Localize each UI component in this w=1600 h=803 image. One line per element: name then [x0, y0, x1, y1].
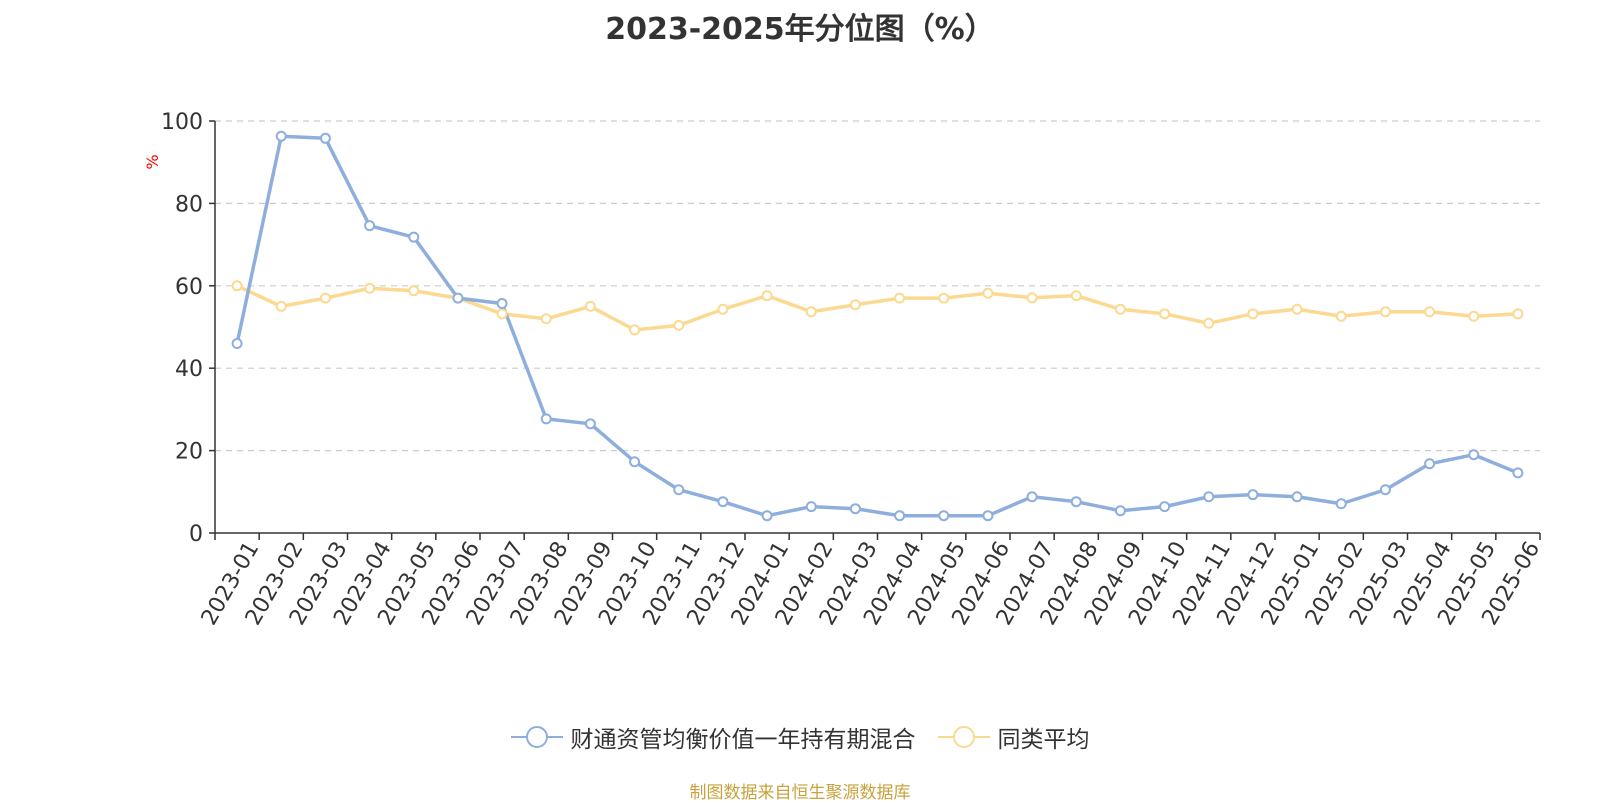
data-point[interactable]: [540, 313, 552, 325]
data-point[interactable]: [1026, 491, 1038, 503]
data-point[interactable]: [1159, 308, 1171, 320]
data-point[interactable]: [1379, 306, 1391, 318]
legend-marker-peer-average: [937, 726, 990, 748]
data-point[interactable]: [452, 292, 464, 304]
y-tick-label: 40: [175, 357, 203, 382]
data-point[interactable]: [849, 503, 861, 515]
data-point[interactable]: [1424, 458, 1436, 470]
data-point[interactable]: [761, 290, 773, 302]
data-point[interactable]: [1203, 317, 1215, 329]
data-point[interactable]: [673, 484, 685, 496]
data-point[interactable]: [1335, 498, 1347, 510]
y-tick-label: 0: [189, 522, 203, 547]
legend: 财通资管均衡价值一年持有期混合 同类平均: [0, 720, 1600, 754]
series-line: [235, 134, 1519, 518]
data-point[interactable]: [1026, 292, 1038, 304]
series-lines: [231, 130, 1524, 522]
legend-item-peer-average[interactable]: 同类平均: [937, 720, 1090, 754]
data-point[interactable]: [1335, 310, 1347, 322]
data-point[interactable]: [408, 285, 420, 297]
data-point[interactable]: [319, 292, 331, 304]
data-point[interactable]: [1247, 308, 1259, 320]
data-point[interactable]: [629, 324, 641, 336]
data-point[interactable]: [894, 510, 906, 522]
data-point[interactable]: [1159, 501, 1171, 513]
data-point[interactable]: [805, 306, 817, 318]
legend-label-fund: 财通资管均衡价值一年持有期混合: [570, 727, 916, 753]
data-point[interactable]: [540, 413, 552, 425]
chart-title: 2023-2025年分位图（%）: [605, 12, 995, 47]
data-point[interactable]: [629, 456, 641, 468]
data-point[interactable]: [231, 337, 243, 349]
data-point[interactable]: [231, 280, 243, 292]
data-point[interactable]: [1291, 303, 1303, 315]
data-point[interactable]: [496, 298, 508, 310]
y-tick-label: 20: [175, 440, 203, 465]
y-tick-label: 80: [175, 192, 203, 217]
data-point[interactable]: [1203, 491, 1215, 503]
data-point[interactable]: [849, 299, 861, 311]
data-point[interactable]: [1114, 505, 1126, 517]
series-line: [236, 284, 1519, 332]
data-point[interactable]: [319, 132, 331, 144]
data-point[interactable]: [496, 308, 508, 320]
y-tick-label: 60: [175, 275, 203, 300]
data-point[interactable]: [982, 287, 994, 299]
axes: 0204060801002023-012023-022023-032023-04…: [161, 110, 1545, 630]
legend-label-peer-average: 同类平均: [997, 727, 1090, 753]
data-point[interactable]: [673, 319, 685, 331]
data-point[interactable]: [1247, 489, 1259, 501]
data-point[interactable]: [761, 510, 773, 522]
source-note: 制图数据来自恒生聚源数据库: [689, 783, 911, 803]
y-axis-label: %: [143, 154, 162, 169]
data-point[interactable]: [275, 130, 287, 142]
data-point[interactable]: [275, 300, 287, 312]
data-point[interactable]: [894, 292, 906, 304]
data-point[interactable]: [364, 282, 376, 294]
data-point[interactable]: [408, 231, 420, 243]
data-point[interactable]: [938, 510, 950, 522]
data-point[interactable]: [1512, 308, 1524, 320]
data-point[interactable]: [584, 300, 596, 312]
data-point[interactable]: [1379, 484, 1391, 496]
data-point[interactable]: [1291, 491, 1303, 503]
grid-lines: [215, 120, 1540, 452]
data-point[interactable]: [1468, 449, 1480, 461]
y-tick-label: 100: [161, 110, 203, 135]
data-point[interactable]: [1070, 290, 1082, 302]
data-point[interactable]: [364, 220, 376, 232]
data-point[interactable]: [1070, 496, 1082, 508]
data-point[interactable]: [805, 501, 817, 513]
data-point[interactable]: [584, 418, 596, 430]
legend-item-fund[interactable]: 财通资管均衡价值一年持有期混合: [510, 720, 916, 754]
data-point[interactable]: [717, 496, 729, 508]
data-point[interactable]: [938, 292, 950, 304]
data-point[interactable]: [1512, 467, 1524, 479]
data-point[interactable]: [1468, 310, 1480, 322]
data-point[interactable]: [982, 510, 994, 522]
data-point[interactable]: [1424, 306, 1436, 318]
data-point[interactable]: [717, 303, 729, 315]
legend-marker-fund: [510, 726, 563, 748]
data-point[interactable]: [1114, 303, 1126, 315]
